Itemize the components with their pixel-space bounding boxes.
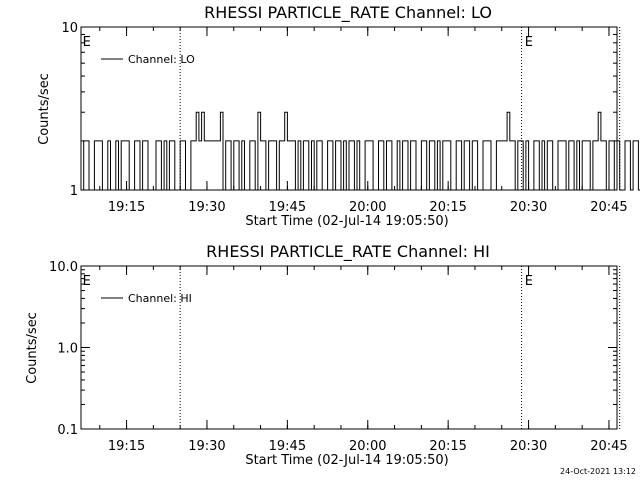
legend-label-hi: Channel: HI [128,292,192,305]
grid-marks-lo: 19:15 19:30 19:45 20:00 20:15 20:30 20:45 1 10 E E [61,21,627,215]
y-tick-label: 0.1 [57,423,78,438]
x-tick-label: 20:00 [349,200,386,215]
y-tick-label: 10 [61,21,78,36]
x-tick-label: 20:30 [510,439,547,454]
plot-frame-hi [80,265,618,430]
x-tick-label: 20:45 [590,439,627,454]
x-tick-label: 20:30 [510,200,547,215]
x-tick-label: 20:15 [429,439,466,454]
y-axis-label-lo: Counts/sec [37,73,52,145]
panel-hi: RHESSI PARTICLE_RATE Channel: HI 19:15 19… [25,242,628,468]
event-marker: E [525,35,533,50]
x-tick-label: 19:30 [188,200,225,215]
x-tick-label: 19:30 [188,439,225,454]
event-marker: E [83,274,91,289]
series-line-lo [81,111,640,191]
x-tick-label: 19:15 [108,439,145,454]
legend-label-lo: Channel: LO [128,53,195,66]
event-marker: E [83,35,91,50]
x-tick-label: 19:45 [269,200,306,215]
chart-title-hi: RHESSI PARTICLE_RATE Channel: HI [206,242,490,262]
x-tick-label: 20:45 [590,200,627,215]
y-tick-label: 1.0 [57,342,78,357]
x-tick-label: 20:15 [429,200,466,215]
y-tick-label: 1 [70,184,78,199]
x-tick-label: 20:00 [349,439,386,454]
x-tick-label: 19:45 [269,439,306,454]
footer-timestamp: 24-Oct-2021 13:12 [560,467,636,476]
y-tick-label: 10.0 [49,260,78,275]
chart-title-lo: RHESSI PARTICLE_RATE Channel: LO [204,3,492,23]
x-axis-label-hi: Start Time (02-Jul-14 19:05:50) [245,453,448,468]
panel-lo: RHESSI PARTICLE_RATE Channel: LO 19:15 19… [37,3,640,229]
x-tick-label: 19:15 [108,200,145,215]
x-axis-label-lo: Start Time (02-Jul-14 19:05:50) [245,214,448,229]
y-axis-label-hi: Counts/sec [25,312,40,384]
grid-marks-hi: 19:15 19:30 19:45 20:00 20:15 20:30 20:45 0.1 1.… [49,260,628,454]
event-marker: E [525,274,533,289]
